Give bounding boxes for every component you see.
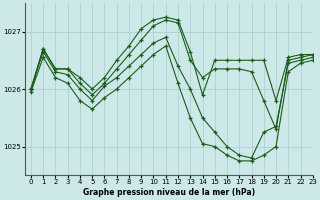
X-axis label: Graphe pression niveau de la mer (hPa): Graphe pression niveau de la mer (hPa) bbox=[83, 188, 255, 197]
